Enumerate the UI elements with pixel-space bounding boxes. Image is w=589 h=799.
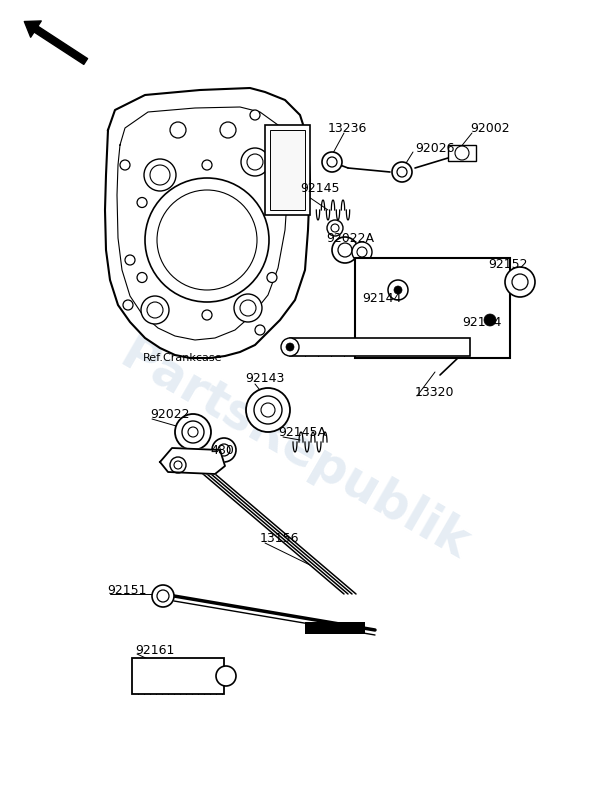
Polygon shape bbox=[105, 88, 310, 358]
Text: 13156: 13156 bbox=[260, 531, 299, 544]
Bar bbox=[132, 658, 224, 694]
Circle shape bbox=[170, 122, 186, 138]
Circle shape bbox=[250, 110, 260, 120]
Circle shape bbox=[125, 255, 135, 265]
Circle shape bbox=[267, 197, 277, 208]
Circle shape bbox=[145, 178, 269, 302]
Polygon shape bbox=[160, 448, 225, 474]
Bar bbox=[270, 130, 305, 210]
Bar bbox=[448, 145, 476, 161]
Text: 92145: 92145 bbox=[300, 181, 339, 194]
Text: 92002: 92002 bbox=[470, 121, 509, 134]
FancyArrowPatch shape bbox=[24, 21, 88, 65]
Text: 92152: 92152 bbox=[488, 259, 528, 272]
Circle shape bbox=[254, 396, 282, 424]
Bar bbox=[305, 622, 365, 634]
Text: 92022: 92022 bbox=[150, 408, 190, 422]
Circle shape bbox=[157, 190, 257, 290]
Circle shape bbox=[394, 286, 402, 294]
Text: 92151: 92151 bbox=[107, 583, 147, 597]
Circle shape bbox=[327, 220, 343, 236]
Circle shape bbox=[147, 302, 163, 318]
Circle shape bbox=[357, 247, 367, 257]
Circle shape bbox=[246, 388, 290, 432]
Circle shape bbox=[240, 300, 256, 316]
Circle shape bbox=[281, 338, 299, 356]
Circle shape bbox=[455, 146, 469, 160]
Circle shape bbox=[327, 157, 337, 167]
Circle shape bbox=[202, 160, 212, 170]
Circle shape bbox=[505, 267, 535, 297]
Bar bbox=[265, 125, 310, 215]
Text: 92145A: 92145A bbox=[278, 426, 326, 439]
Circle shape bbox=[255, 325, 265, 335]
Circle shape bbox=[392, 162, 412, 182]
Circle shape bbox=[218, 444, 230, 456]
Circle shape bbox=[512, 274, 528, 290]
Circle shape bbox=[388, 280, 408, 300]
Circle shape bbox=[261, 403, 275, 417]
Circle shape bbox=[216, 666, 236, 686]
Circle shape bbox=[182, 421, 204, 443]
Circle shape bbox=[352, 242, 372, 262]
Circle shape bbox=[247, 154, 263, 170]
Circle shape bbox=[338, 243, 352, 257]
Circle shape bbox=[137, 197, 147, 208]
Circle shape bbox=[202, 310, 212, 320]
Circle shape bbox=[188, 427, 198, 437]
Circle shape bbox=[331, 224, 339, 232]
Bar bbox=[290, 338, 470, 356]
Text: 92026: 92026 bbox=[415, 141, 455, 154]
Text: PartsRepublik: PartsRepublik bbox=[111, 331, 477, 570]
Text: 92143: 92143 bbox=[245, 372, 284, 384]
Circle shape bbox=[484, 314, 496, 326]
Circle shape bbox=[137, 272, 147, 283]
Circle shape bbox=[170, 457, 186, 473]
Circle shape bbox=[286, 343, 294, 351]
Circle shape bbox=[332, 237, 358, 263]
Text: Ref.Crankcase: Ref.Crankcase bbox=[143, 353, 223, 363]
Text: 13236: 13236 bbox=[328, 121, 368, 134]
Text: 13320: 13320 bbox=[415, 385, 455, 399]
Text: 92144: 92144 bbox=[362, 292, 401, 304]
Bar bbox=[355, 258, 510, 358]
Text: 92161: 92161 bbox=[135, 643, 174, 657]
Circle shape bbox=[397, 167, 407, 177]
Text: 92022A: 92022A bbox=[326, 232, 374, 244]
Circle shape bbox=[322, 152, 342, 172]
Text: 480: 480 bbox=[210, 443, 234, 456]
Circle shape bbox=[123, 300, 133, 310]
Circle shape bbox=[234, 294, 262, 322]
Circle shape bbox=[141, 296, 169, 324]
Circle shape bbox=[175, 414, 211, 450]
Circle shape bbox=[212, 438, 236, 462]
Circle shape bbox=[241, 148, 269, 176]
Circle shape bbox=[144, 159, 176, 191]
Circle shape bbox=[220, 122, 236, 138]
Circle shape bbox=[157, 590, 169, 602]
Circle shape bbox=[120, 160, 130, 170]
Circle shape bbox=[174, 461, 182, 469]
Text: 92144: 92144 bbox=[462, 316, 501, 328]
Circle shape bbox=[150, 165, 170, 185]
Circle shape bbox=[152, 585, 174, 607]
Circle shape bbox=[267, 272, 277, 283]
